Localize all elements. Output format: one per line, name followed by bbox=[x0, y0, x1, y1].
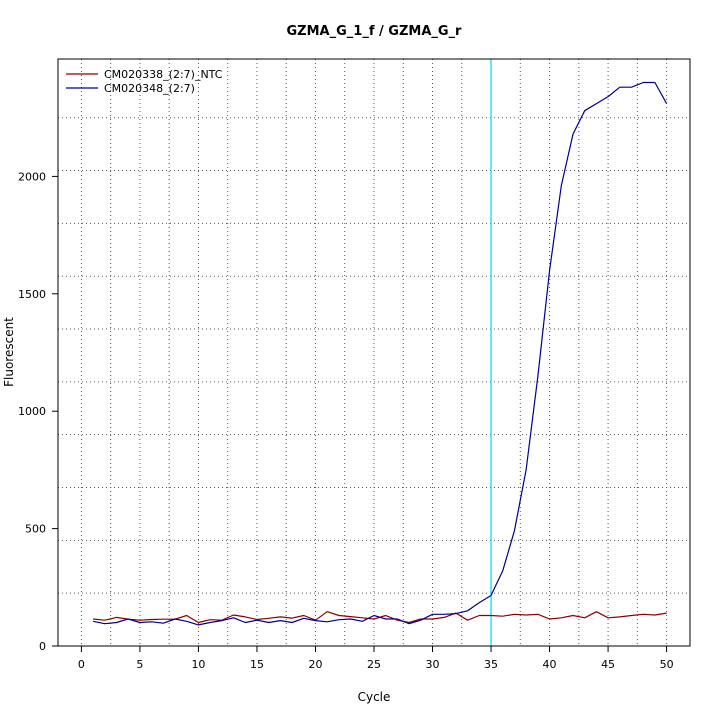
legend-label-1: CM020338_(2:7)_NTC bbox=[104, 68, 223, 81]
y-tick-label: 0 bbox=[39, 640, 46, 653]
x-tick-label: 40 bbox=[543, 658, 557, 671]
x-tick-label: 10 bbox=[191, 658, 205, 671]
y-axis: 0 500 1000 1500 2000 bbox=[18, 170, 58, 653]
x-axis: 0 5 10 15 20 25 30 35 40 45 50 bbox=[78, 646, 674, 671]
y-tick-label: 500 bbox=[25, 523, 46, 536]
x-tick-label: 35 bbox=[484, 658, 498, 671]
x-tick-label: 15 bbox=[250, 658, 264, 671]
x-tick-label: 45 bbox=[601, 658, 615, 671]
x-tick-label: 5 bbox=[136, 658, 143, 671]
x-tick-label: 0 bbox=[78, 658, 85, 671]
y-tick-label: 1000 bbox=[18, 405, 46, 418]
x-tick-label: 30 bbox=[426, 658, 440, 671]
x-axis-label: Cycle bbox=[358, 690, 391, 704]
chart-title: GZMA_G_1_f / GZMA_G_r bbox=[287, 24, 463, 39]
legend-label-2: CM020348_(2:7) bbox=[104, 82, 195, 95]
grid-layer bbox=[58, 59, 690, 647]
x-tick-label: 50 bbox=[660, 658, 674, 671]
y-axis-label: Fluorescent bbox=[2, 317, 16, 387]
series-layer bbox=[92, 81, 668, 626]
y-tick-label: 2000 bbox=[18, 170, 46, 183]
x-tick-label: 25 bbox=[367, 658, 381, 671]
x-tick-label: 20 bbox=[308, 658, 322, 671]
y-tick-label: 1500 bbox=[18, 288, 46, 301]
series-line-2 bbox=[92, 81, 668, 626]
